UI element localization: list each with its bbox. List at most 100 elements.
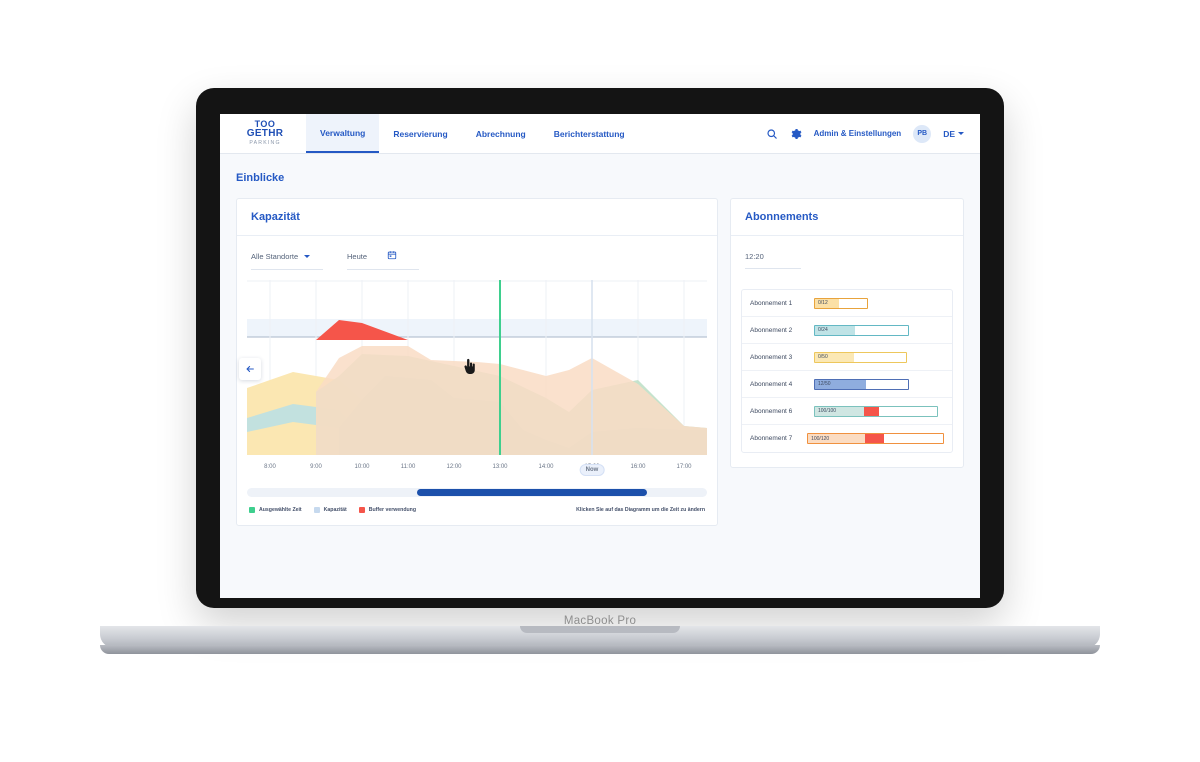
legend-item-capacity: Kapazität (313, 507, 347, 513)
nav-tab-reservierung[interactable]: Reservierung (393, 128, 448, 139)
main-navigation: Verwaltung Reservierung Abrechnung Beric… (306, 114, 639, 153)
legend-label-1: Kapazität (323, 507, 347, 513)
chevron-down-icon (304, 254, 311, 258)
page-title: Einblicke (236, 172, 285, 184)
subscription-name: Abonnement 2 (750, 326, 793, 334)
capacity-filters: Alle Standorte Heute (237, 236, 717, 280)
device-bezel-label: MacBook Pro (563, 615, 637, 627)
chart-x-axis: 8:00 9:00 10:00 11:00 12:00 13:00 14:00 … (247, 460, 707, 482)
chart-hint-text: Klicken Sie auf das Diagramm um die Zeit… (576, 507, 705, 513)
laptop-base (100, 626, 1100, 648)
legend-item-buffer: Buffer verwendung (358, 507, 417, 513)
capacity-bar: 100/100 (814, 405, 939, 417)
nav-tab-berichterstattung[interactable]: Berichterstattung (553, 128, 625, 139)
search-icon[interactable] (766, 128, 778, 140)
nav-tab-abrechnung[interactable]: Abrechnung (475, 128, 526, 139)
language-label: DE (943, 128, 955, 139)
legend-label-0: Ausgewählte Zeit (259, 507, 302, 513)
capacity-bar: 0/12 (814, 297, 869, 309)
date-filter-label: Heute (347, 251, 368, 261)
mouse-cursor-pointer (464, 358, 475, 374)
capacity-bar-value: 0/12 (815, 298, 840, 308)
list-item[interactable]: Abonnement 3 0/50 (742, 344, 952, 371)
capacity-bar-value: 0/50 (815, 352, 855, 362)
subscriptions-list: Abonnement 1 0/12 Abonnement 2 0/24 (741, 289, 953, 453)
legend-label-2: Buffer verwendung (368, 507, 417, 513)
language-selector[interactable]: DE (943, 129, 964, 139)
capacity-bar-buffer (864, 434, 884, 443)
x-tick-4: 12:00 (446, 464, 462, 470)
app-header: TOO GETHR PARKING Verwaltung Reservierun… (220, 114, 980, 154)
capacity-bar: 12/50 (814, 378, 910, 390)
capacity-bar-buffer (863, 406, 879, 416)
avatar[interactable]: PB (913, 124, 932, 143)
logo-line-2: GETHR (246, 128, 284, 139)
calendar-icon[interactable] (387, 250, 397, 262)
x-tick-8: 16:00 (630, 464, 646, 470)
capacity-bar-value: 12/50 (815, 379, 867, 389)
nav-tab-verwaltung[interactable]: Verwaltung (306, 114, 380, 153)
chart-back-button[interactable] (239, 358, 261, 380)
legend-item-selected-time: Ausgewählte Zeit (249, 507, 302, 513)
capacity-bar-value: 100/120 (808, 434, 865, 443)
location-filter-label: Alle Standorte (251, 251, 299, 261)
subscriptions-time-field[interactable]: 12:20 (745, 252, 801, 269)
subscription-name: Abonnement 6 (750, 407, 793, 415)
x-tick-5: 13:00 (492, 464, 508, 470)
legend-swatch-green (249, 507, 255, 513)
capacity-bar-remainder (878, 406, 938, 416)
capacity-bar: 0/50 (814, 351, 908, 363)
subscription-name: Abonnement 7 (750, 435, 793, 442)
capacity-bar: 100/120 (807, 433, 944, 444)
capacity-bar-remainder (866, 379, 909, 389)
logo-line-3: PARKING (249, 140, 281, 146)
list-item[interactable]: Abonnement 7 100/120 (742, 425, 952, 452)
capacity-card: Kapazität Alle Standorte Heute (236, 198, 718, 526)
logo-line-1: TOO (254, 119, 276, 129)
capacity-bar: 0/24 (814, 324, 910, 336)
capacity-bar-remainder (839, 298, 868, 308)
x-tick-1: 9:00 (310, 464, 322, 470)
date-filter[interactable]: Heute (347, 250, 419, 270)
subscription-name: Abonnement 3 (750, 353, 793, 361)
list-item[interactable]: Abonnement 6 100/100 (742, 398, 952, 425)
subscription-name: Abonnement 1 (750, 299, 793, 307)
chevron-down-icon (958, 132, 964, 135)
admin-settings-link[interactable]: Admin & Einstellungen (813, 129, 902, 138)
x-tick-3: 11:00 (400, 464, 416, 470)
subscriptions-card: Abonnements 12:20 Abonnement 1 0/12 Abon… (730, 198, 964, 468)
brand-logo[interactable]: TOO GETHR PARKING (236, 114, 294, 153)
x-tick-9: 17:00 (676, 464, 692, 470)
legend-swatch-red (358, 507, 365, 513)
capacity-bar-remainder (883, 434, 943, 443)
legend-swatch-blue (313, 507, 320, 513)
capacity-bar-remainder (855, 325, 909, 335)
x-tick-2: 10:00 (354, 464, 370, 470)
location-filter[interactable]: Alle Standorte (251, 250, 323, 270)
cards-row: Kapazität Alle Standorte Heute (236, 198, 964, 526)
capacity-area-chart[interactable] (247, 280, 707, 455)
list-item[interactable]: Abonnement 4 12/50 (742, 371, 952, 398)
capacity-chart-wrapper: 8:00 9:00 10:00 11:00 12:00 13:00 14:00 … (237, 280, 717, 482)
list-item[interactable]: Abonnement 1 0/12 (742, 290, 952, 317)
subscriptions-card-title: Abonnements (731, 199, 963, 236)
subscription-name: Abonnement 4 (750, 380, 793, 388)
laptop-foot (100, 645, 1100, 654)
laptop-notch (520, 626, 680, 633)
laptop-screen: TOO GETHR PARKING Verwaltung Reservierun… (220, 114, 980, 598)
list-item[interactable]: Abonnement 2 0/24 (742, 317, 952, 344)
x-tick-0: 8:00 (264, 464, 276, 470)
capacity-bar-value: 0/24 (815, 325, 855, 335)
chart-legend: Ausgewählte Zeit Kapazität Buffer verwen… (237, 497, 717, 525)
page-body: Einblicke Kapazität Alle Standorte Heute (220, 154, 980, 526)
chart-scrollbar-thumb[interactable] (417, 489, 648, 496)
capacity-bar-value: 100/100 (815, 406, 864, 416)
now-marker-badge: Now (579, 464, 605, 476)
x-tick-6: 14:00 (538, 464, 554, 470)
chart-horizontal-scrollbar[interactable] (247, 488, 707, 497)
capacity-card-title: Kapazität (237, 199, 717, 236)
capacity-bar-remainder (854, 352, 907, 362)
app-header-actions: Admin & Einstellungen PB DE (766, 114, 980, 153)
gear-icon[interactable] (790, 128, 802, 140)
